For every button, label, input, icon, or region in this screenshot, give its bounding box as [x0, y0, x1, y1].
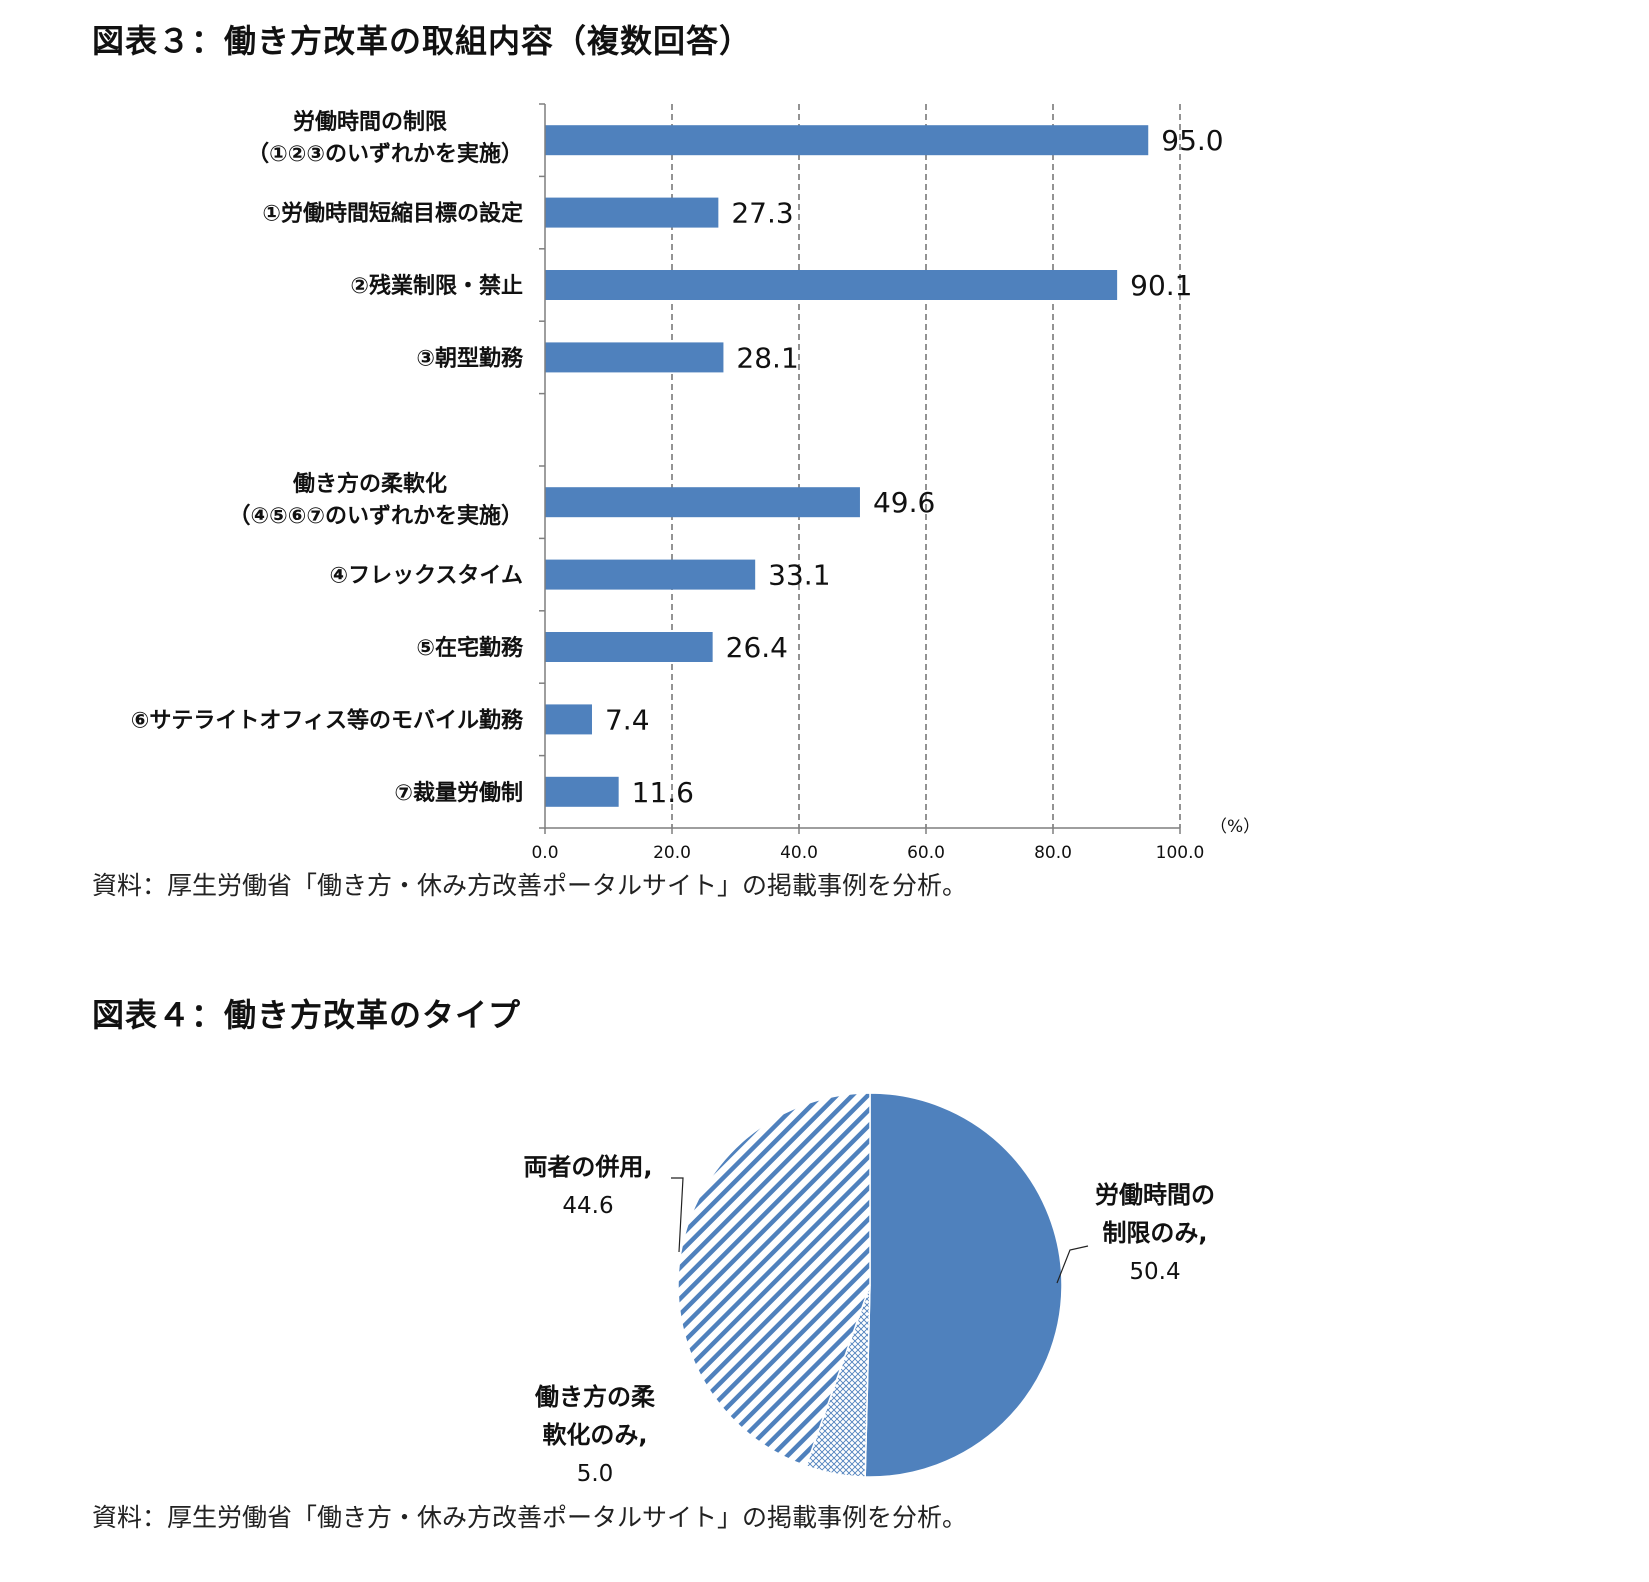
x-tick-label: 0.0: [531, 843, 558, 863]
figure4-title: 図表４：働き方改革のタイプ: [92, 996, 522, 1034]
pie-value-label: 5.0: [577, 1461, 614, 1487]
x-tick-label: 60.0: [907, 843, 945, 863]
bar-chart: 95.0 27.3 90.1 28.1 49.6 33.1 26.4 7.4 11.6 0.0 20…: [131, 103, 1260, 863]
category-label: ⑤在宅勤務: [416, 635, 524, 661]
bar: [545, 776, 619, 807]
bar: [545, 342, 724, 373]
x-tick-label: 100.0: [1156, 843, 1205, 863]
x-tick-label: 20.0: [653, 843, 691, 863]
bar: [545, 270, 1118, 300]
category-label: ⑦裁量労働制: [394, 780, 523, 806]
category-label: （①②③のいずれかを実施）: [247, 141, 523, 167]
pie-label: 働き方の柔: [534, 1383, 656, 1411]
figure4-source: 資料：厚生労働省「働き方・休み方改善ポータルサイト」の掲載事例を分析。: [92, 1503, 968, 1532]
figure3-title: 図表３：働き方改革の取組内容（複数回答）: [92, 22, 753, 60]
category-label: （④⑤⑥⑦のいずれかを実施）: [228, 503, 523, 529]
value-label: 49.6: [873, 486, 935, 519]
value-label: 95.0: [1161, 124, 1223, 157]
category-label: ③朝型勤務: [416, 345, 524, 371]
x-tick-label: 40.0: [780, 843, 818, 863]
pie-slice: [677, 1092, 871, 1468]
leader-line: [671, 1177, 684, 1253]
leader-line: [1056, 1245, 1089, 1284]
value-label: 11.6: [632, 776, 694, 809]
pie-value-label: 44.6: [562, 1193, 613, 1219]
bar: [545, 125, 1149, 156]
value-label: 33.1: [768, 559, 830, 592]
bar: [545, 487, 860, 518]
pie-label: 両者の併用,: [523, 1153, 652, 1181]
value-label: 90.1: [1130, 269, 1192, 302]
pie-slice: [864, 1092, 1063, 1478]
value-label: 7.4: [605, 703, 650, 736]
category-label: ①労働時間短縮目標の設定: [262, 201, 523, 227]
value-label: 26.4: [726, 631, 788, 664]
bar: [545, 704, 592, 735]
value-label: 28.1: [736, 341, 798, 374]
value-label: 27.3: [731, 197, 793, 230]
bar: [545, 559, 756, 590]
category-label: 働き方の柔軟化: [292, 471, 447, 497]
unit-label: （%）: [1210, 817, 1260, 837]
x-tick-label: 80.0: [1034, 843, 1072, 863]
figure3-source: 資料：厚生労働省「働き方・休み方改善ポータルサイト」の掲載事例を分析。: [92, 871, 968, 900]
pie-label: 制限のみ,: [1102, 1219, 1207, 1247]
category-label: 労働時間の制限: [293, 109, 447, 135]
bar: [545, 197, 719, 228]
pie-label: 軟化のみ,: [542, 1421, 647, 1449]
pie-value-label: 50.4: [1129, 1259, 1180, 1285]
pie-label: 労働時間の: [1095, 1181, 1215, 1209]
category-label: ④フレックスタイム: [329, 564, 523, 589]
category-label: ⑥サテライトオフィス等のモバイル勤務: [131, 707, 524, 733]
category-label: ②残業制限・禁止: [350, 273, 523, 299]
bar: [545, 632, 713, 662]
